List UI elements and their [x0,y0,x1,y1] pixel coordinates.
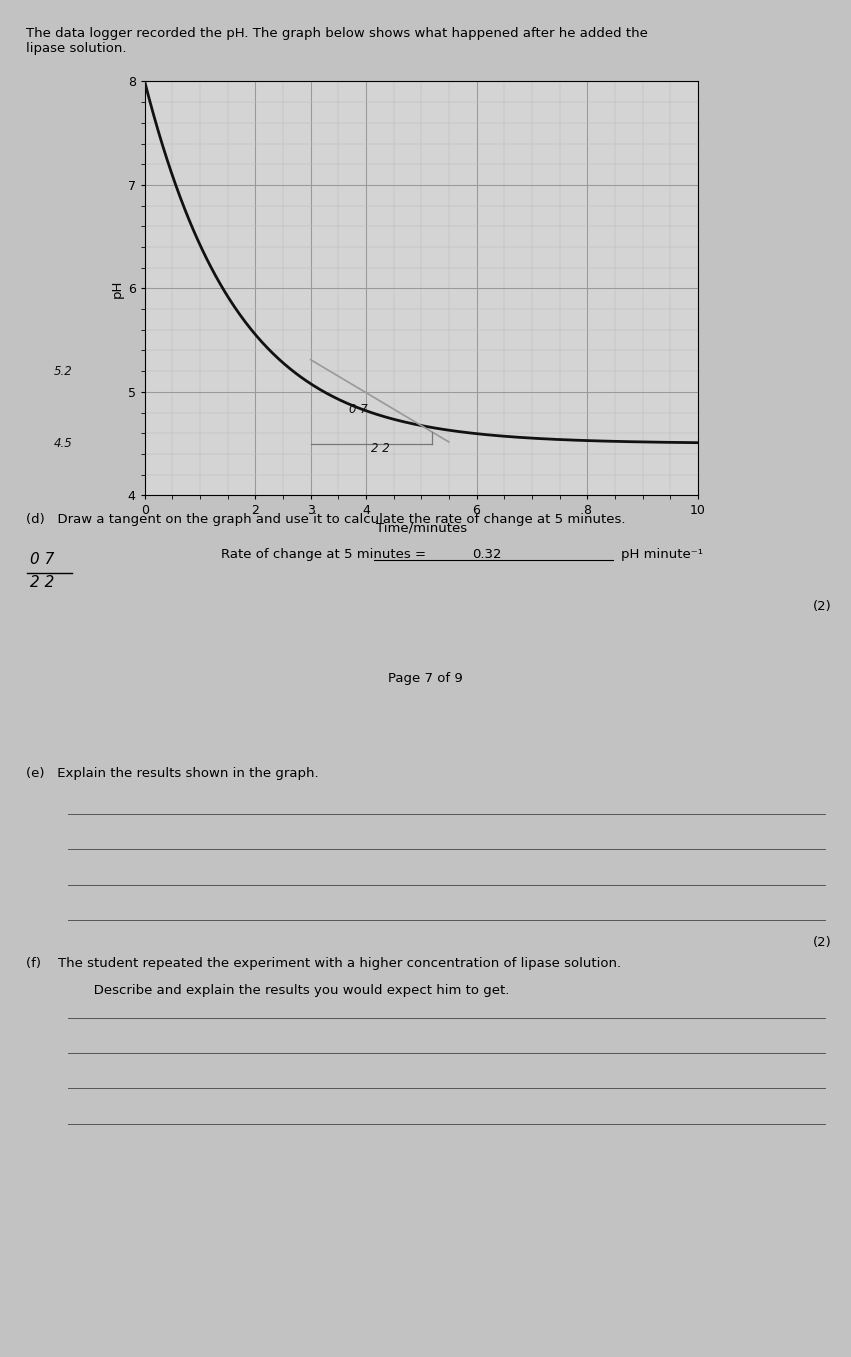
Text: Describe and explain the results you would expect him to get.: Describe and explain the results you wou… [64,984,509,997]
X-axis label: Time/minutes: Time/minutes [375,521,467,535]
Text: pH minute⁻¹: pH minute⁻¹ [621,548,703,562]
Text: 2 2: 2 2 [30,575,54,590]
Text: 4.5: 4.5 [54,437,72,451]
Y-axis label: pH: pH [111,280,123,297]
Text: (d)   Draw a tangent on the graph and use it to calculate the rate of change at : (d) Draw a tangent on the graph and use … [26,513,625,527]
Text: (e)   Explain the results shown in the graph.: (e) Explain the results shown in the gra… [26,767,318,780]
Text: 0 7: 0 7 [350,403,368,415]
Text: (2): (2) [813,936,831,950]
Text: 2 2: 2 2 [372,442,391,455]
Text: Rate of change at 5 minutes =: Rate of change at 5 minutes = [221,548,431,562]
Text: The data logger recorded the pH. The graph below shows what happened after he ad: The data logger recorded the pH. The gra… [26,27,648,56]
Text: 0.32: 0.32 [472,548,502,562]
Text: 5.2: 5.2 [54,365,72,377]
Text: 0 7: 0 7 [30,552,54,567]
Text: Page 7 of 9: Page 7 of 9 [388,672,463,685]
Text: (f)    The student repeated the experiment with a higher concentration of lipase: (f) The student repeated the experiment … [26,957,620,970]
Text: (2): (2) [813,600,831,613]
